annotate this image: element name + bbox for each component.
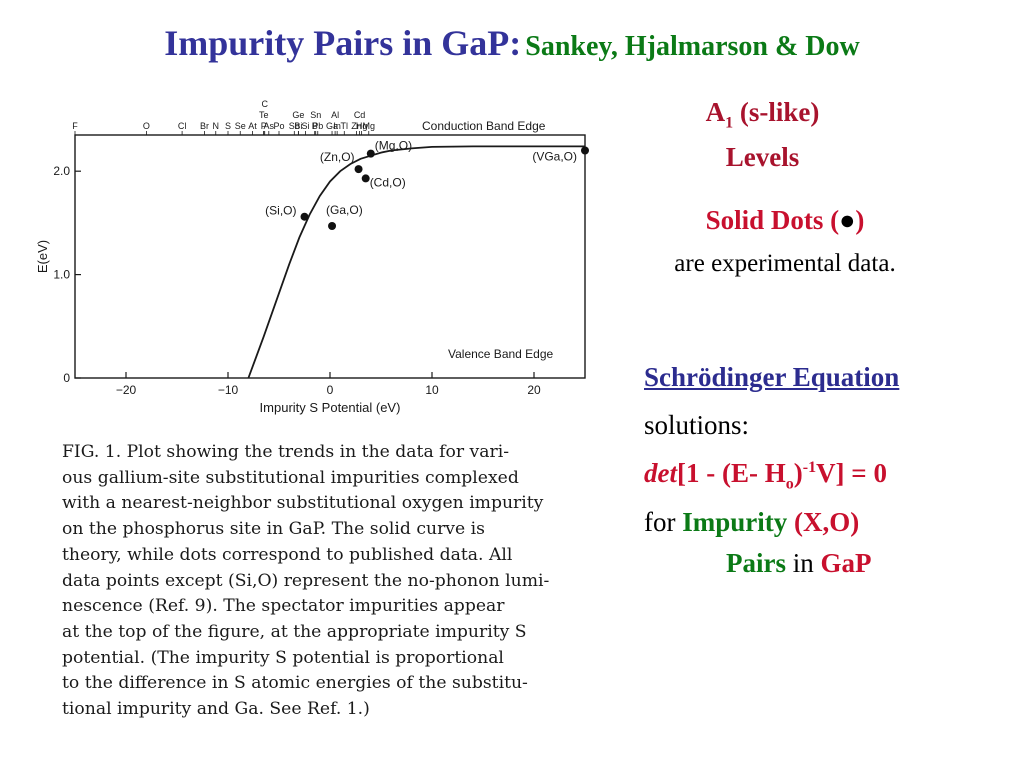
experimental-note: are experimental data. (674, 250, 896, 277)
caption-line: with a nearest-neighbor substitutional o… (62, 493, 544, 514)
caption-line: at the top of the figure, at the appropr… (62, 621, 527, 642)
eq-part1: [1 - (E- H (677, 458, 786, 488)
spectator-label: Al (331, 110, 339, 120)
spectator-label: Ge (292, 110, 304, 120)
x-tick-label: 0 (327, 383, 334, 397)
impurity-word: Impurity (682, 507, 788, 537)
a1-subscript: 1 (725, 114, 734, 132)
x-tick-label: −10 (218, 383, 239, 397)
caption-line: tional impurity and Ga. See Ref. 1.) (62, 699, 370, 720)
spectator-label: Br (200, 121, 209, 131)
pairs-word: Pairs (726, 548, 786, 578)
solid-dots-text: Solid Dots ( (705, 205, 840, 235)
equation-title: Schrödinger Equation (644, 362, 900, 392)
plot-frame (74, 134, 586, 379)
data-point-label: (Si,O) (265, 204, 296, 218)
data-point (300, 212, 309, 221)
spectator-label: Cd (354, 110, 366, 120)
spectator-label: Mg (363, 121, 376, 131)
a1-rest: (s-like) (733, 97, 820, 127)
figure-caption: FIG. 1. Plot showing the trends in the d… (62, 440, 632, 723)
caption-line: theory, while dots correspond to publish… (62, 544, 513, 565)
spectator-label: At (248, 121, 257, 131)
a1-letter: A (705, 97, 726, 127)
data-point-label: (Mg,O) (375, 139, 412, 153)
spectator-label: Hg (356, 121, 368, 131)
slide-title: Impurity Pairs in GaP: Sankey, Hjalmarso… (0, 22, 1024, 64)
equation: det[1 - (E- Ho)-1V] = 0 (644, 458, 887, 493)
spectator-label: B (312, 121, 318, 131)
theory-curve (247, 145, 585, 379)
spectator-label: N (213, 121, 220, 131)
spectator-label: Sb (289, 121, 300, 131)
valence-band-label: Valence Band Edge (448, 347, 554, 361)
for-word: for (644, 507, 683, 537)
impurity-chart: −20 −10 0 10 20 0 1.0 2.0 Impurity S Potential (… (35, 99, 589, 415)
spectator-label: C (261, 99, 268, 109)
solid-dots-note: Solid Dots (●) (640, 205, 930, 236)
data-point-label: (Zn,O) (320, 150, 355, 164)
solid-dots-close: ) (855, 205, 865, 235)
spectator-label: Sn (310, 110, 321, 120)
for-impurity-line: for Impurity (X,O) (644, 507, 859, 538)
spectator-label: P (261, 121, 267, 131)
caption-line: FIG. 1. Plot showing the trends in the d… (62, 442, 510, 462)
conduction-band-label: Conduction Band Edge (422, 119, 546, 133)
solutions-label: solutions: (644, 410, 750, 440)
det-label: det (644, 458, 677, 488)
spectator-label: Cl (178, 121, 187, 131)
spectator-label: Pb (312, 121, 323, 131)
data-point-label: (VGa,O) (532, 150, 577, 164)
x-axis-label: Impurity S Potential (eV) (260, 400, 401, 415)
spectator-label: Po (273, 121, 284, 131)
title-main: Impurity Pairs in GaP: (164, 23, 522, 63)
pairs-line: Pairs in GaP (726, 548, 872, 579)
spectator-label: As (264, 121, 275, 131)
spectator-label: Tl (341, 121, 349, 131)
caption-line: potential. (The impurity S potential is … (62, 647, 504, 668)
title-authors: Sankey, Hjalmarson & Dow (525, 31, 860, 62)
x-tick-label: 10 (425, 383, 439, 397)
dot-symbol: ● (839, 205, 856, 235)
caption-line: nescence (Ref. 9). The spectator impurit… (62, 596, 505, 617)
data-point (361, 174, 370, 183)
spectator-label: Ga (326, 121, 338, 131)
caption-line: to the difference in S atomic energies o… (62, 673, 528, 694)
eq-sub-o: o (785, 475, 794, 493)
x-tick-label: −20 (116, 383, 137, 397)
data-point (366, 149, 375, 158)
y-tick-label: 1.0 (53, 268, 70, 282)
caption-line: data points except (Si,O) represent the … (62, 570, 550, 591)
y-tick-label: 0 (63, 371, 70, 385)
caption-line: ous gallium-site substitutional impuriti… (62, 467, 519, 488)
data-point-label: (Ga,O) (326, 203, 363, 217)
y-tick-label: 2.0 (53, 164, 70, 178)
spectator-label: F (72, 121, 78, 131)
spectator-label: In (333, 121, 341, 131)
eq-part3: V] = 0 (816, 458, 887, 488)
levels-label: Levels (725, 142, 800, 173)
spectator-label: Si (302, 121, 310, 131)
y-axis-label: E(eV) (35, 240, 50, 273)
spectator-label: Bi (294, 121, 302, 131)
data-point-label: (Cd,O) (370, 175, 406, 189)
x-tick-label: 20 (527, 383, 541, 397)
spectator-label: Zn (351, 121, 362, 131)
spectator-label: O (143, 121, 150, 131)
xo-word: (X,O) (787, 507, 860, 537)
caption-line: on the phosphorus site in GaP. The solid… (62, 519, 485, 540)
spectator-label: S (225, 121, 231, 131)
data-point (581, 146, 589, 155)
data-point (354, 165, 363, 174)
gap-word: GaP (820, 548, 872, 578)
in-word: in (786, 548, 821, 578)
a1-levels-heading: A1 (s-like) Levels (650, 95, 875, 174)
data-point (328, 221, 337, 230)
spectator-label: Te (259, 110, 269, 120)
spectator-label: Se (235, 121, 246, 131)
eq-sup: -1 (802, 459, 817, 476)
eq-part2: ) (793, 458, 803, 488)
